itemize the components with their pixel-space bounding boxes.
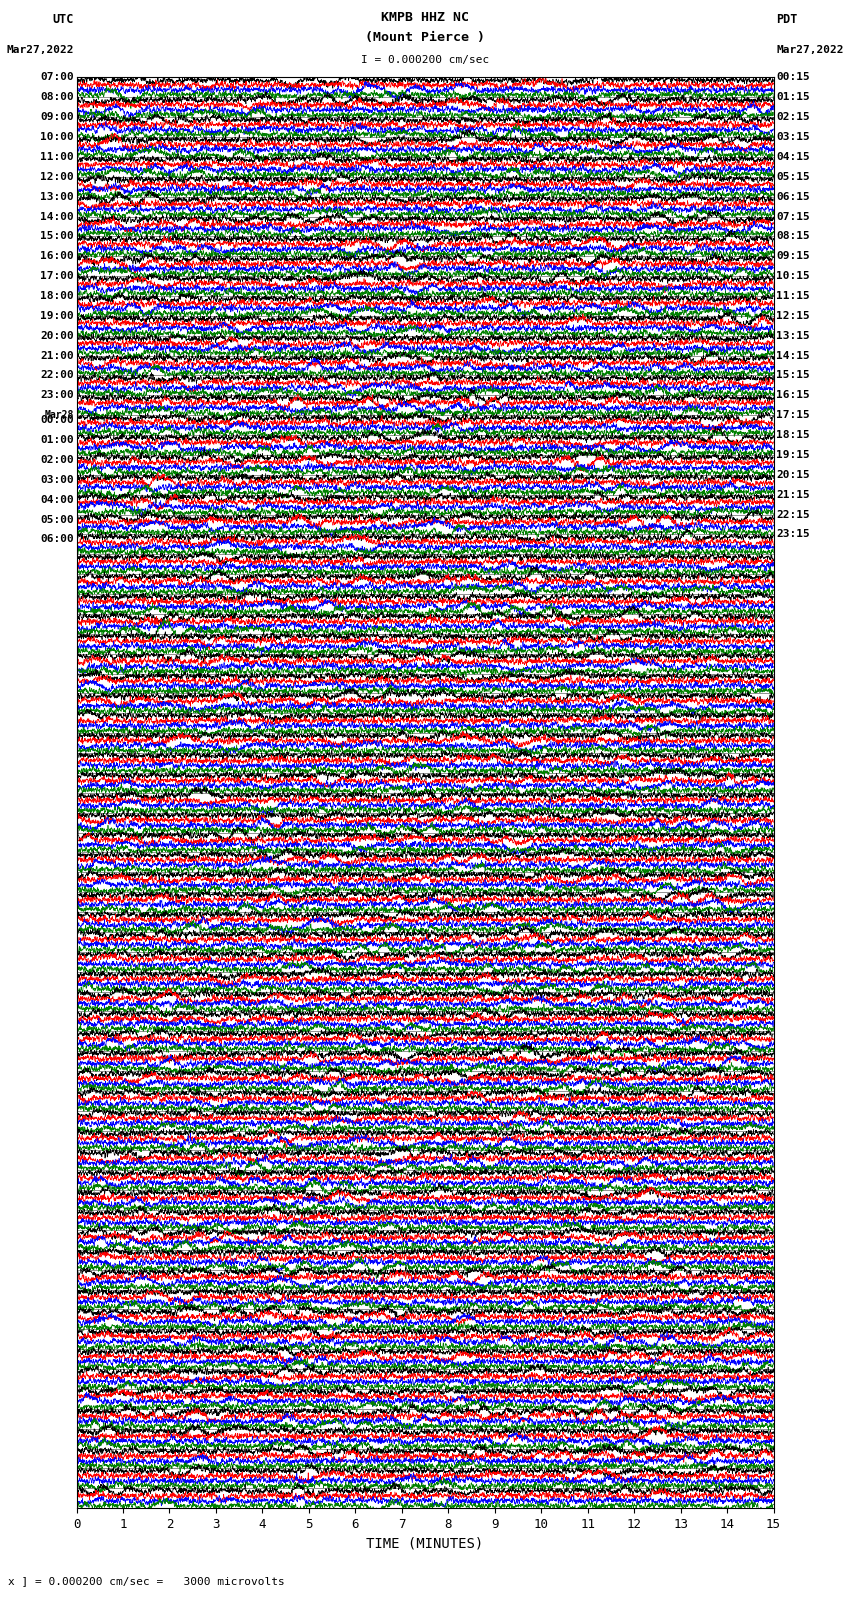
Text: 14:00: 14:00 — [40, 211, 74, 221]
Text: PDT: PDT — [776, 13, 797, 26]
Text: UTC: UTC — [53, 13, 74, 26]
Text: 22:15: 22:15 — [776, 510, 810, 519]
Text: 03:15: 03:15 — [776, 132, 810, 142]
Text: 11:00: 11:00 — [40, 152, 74, 161]
Text: 17:00: 17:00 — [40, 271, 74, 281]
Text: Mar27,2022: Mar27,2022 — [7, 45, 74, 55]
Text: 12:15: 12:15 — [776, 311, 810, 321]
Text: 10:00: 10:00 — [40, 132, 74, 142]
Text: 07:00: 07:00 — [40, 73, 74, 82]
Text: 05:15: 05:15 — [776, 171, 810, 182]
Text: 09:15: 09:15 — [776, 252, 810, 261]
Text: 15:00: 15:00 — [40, 231, 74, 242]
Text: 11:15: 11:15 — [776, 290, 810, 302]
Text: 05:00: 05:00 — [40, 515, 74, 524]
Text: 08:00: 08:00 — [40, 92, 74, 102]
Text: 01:00: 01:00 — [40, 436, 74, 445]
Text: 20:00: 20:00 — [40, 331, 74, 340]
Text: 02:00: 02:00 — [40, 455, 74, 465]
Text: 10:15: 10:15 — [776, 271, 810, 281]
Text: Mar28: Mar28 — [44, 410, 74, 421]
Text: 13:15: 13:15 — [776, 331, 810, 340]
Text: 12:00: 12:00 — [40, 171, 74, 182]
Text: 16:00: 16:00 — [40, 252, 74, 261]
Text: 08:15: 08:15 — [776, 231, 810, 242]
Text: 09:00: 09:00 — [40, 113, 74, 123]
Text: 13:00: 13:00 — [40, 192, 74, 202]
Text: 21:15: 21:15 — [776, 490, 810, 500]
Text: 23:00: 23:00 — [40, 390, 74, 400]
Text: 17:15: 17:15 — [776, 410, 810, 421]
Text: 19:15: 19:15 — [776, 450, 810, 460]
Text: 03:00: 03:00 — [40, 474, 74, 486]
Text: 00:15: 00:15 — [776, 73, 810, 82]
Text: 01:15: 01:15 — [776, 92, 810, 102]
Text: 02:15: 02:15 — [776, 113, 810, 123]
Text: KMPB HHZ NC: KMPB HHZ NC — [381, 11, 469, 24]
Text: 21:00: 21:00 — [40, 350, 74, 361]
Text: 23:15: 23:15 — [776, 529, 810, 539]
Text: 15:15: 15:15 — [776, 371, 810, 381]
Text: 14:15: 14:15 — [776, 350, 810, 361]
Text: 06:15: 06:15 — [776, 192, 810, 202]
Text: (Mount Pierce ): (Mount Pierce ) — [365, 31, 485, 44]
Text: 04:15: 04:15 — [776, 152, 810, 161]
Text: 19:00: 19:00 — [40, 311, 74, 321]
Text: 04:00: 04:00 — [40, 495, 74, 505]
Text: x ] = 0.000200 cm/sec =   3000 microvolts: x ] = 0.000200 cm/sec = 3000 microvolts — [8, 1576, 286, 1587]
Text: 06:00: 06:00 — [40, 534, 74, 545]
Text: 07:15: 07:15 — [776, 211, 810, 221]
Text: Mar27,2022: Mar27,2022 — [776, 45, 843, 55]
Text: 18:00: 18:00 — [40, 290, 74, 302]
Text: 20:15: 20:15 — [776, 469, 810, 479]
Text: 18:15: 18:15 — [776, 431, 810, 440]
X-axis label: TIME (MINUTES): TIME (MINUTES) — [366, 1537, 484, 1550]
Text: I = 0.000200 cm/sec: I = 0.000200 cm/sec — [361, 55, 489, 66]
Text: 22:00: 22:00 — [40, 371, 74, 381]
Text: 16:15: 16:15 — [776, 390, 810, 400]
Text: 00:00: 00:00 — [40, 415, 74, 426]
